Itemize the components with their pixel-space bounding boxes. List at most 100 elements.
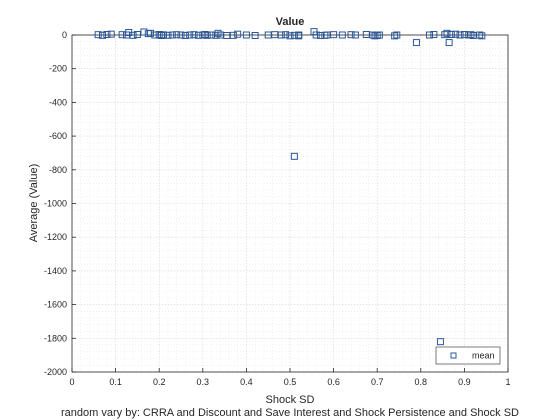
data-point: [430, 30, 438, 38]
data-point: [140, 28, 148, 36]
data-point: [212, 31, 220, 39]
data-point: [436, 338, 444, 346]
data-point: [290, 31, 298, 39]
y-axis: 0 -200 -400 -600 -800 -1000 -1200 -1400 -1600 -18…: [44, 30, 76, 377]
data-point: [203, 31, 211, 39]
data-point: [447, 30, 455, 38]
x-tick-label: 0: [69, 377, 74, 387]
data-point: [347, 31, 355, 39]
data-point: [173, 31, 181, 39]
y-tick-label: -1200: [44, 232, 67, 242]
data-point: [133, 30, 141, 38]
y-tick-label: -1400: [44, 266, 67, 276]
data-point: [467, 31, 475, 39]
data-point: [323, 31, 331, 39]
data-point: [330, 31, 338, 39]
data-point: [312, 31, 320, 39]
y-tick-label: -400: [49, 97, 67, 107]
data-point: [445, 39, 453, 47]
x-axis-label: Shock SD: [266, 394, 315, 406]
data-point: [94, 31, 102, 39]
data-point: [426, 31, 434, 39]
data-point: [251, 32, 259, 40]
data-point: [393, 31, 401, 39]
data-point: [375, 31, 383, 39]
data-point: [229, 31, 237, 39]
data-point: [151, 31, 159, 39]
x-tick-label: 0.7: [371, 377, 384, 387]
data-point: [168, 31, 176, 39]
legend-box: [435, 346, 501, 365]
data-point: [99, 31, 107, 39]
legend-marker: [450, 352, 457, 359]
x-tick-label: 0.6: [327, 377, 340, 387]
data-point: [452, 30, 460, 38]
data-point: [290, 152, 298, 160]
data-point: [242, 31, 250, 39]
data-point: [478, 32, 486, 40]
data-point: [351, 31, 359, 39]
data-point: [460, 30, 468, 38]
legend: mean: [435, 346, 501, 365]
data-point: [286, 32, 294, 40]
data-point: [264, 31, 272, 39]
data-point: [234, 30, 242, 38]
y-tick-label: -1600: [44, 300, 67, 310]
data-point: [214, 29, 222, 37]
data-point: [317, 32, 325, 40]
data-point: [282, 31, 290, 39]
y-tick-label: -1000: [44, 199, 67, 209]
data-point: [118, 31, 126, 39]
data-point: [146, 29, 154, 37]
legend-label-mean: mean: [472, 351, 495, 361]
data-point: [157, 32, 165, 40]
data-point: [107, 30, 115, 38]
data-point: [164, 31, 172, 39]
y-tick-label: -2000: [44, 367, 67, 377]
data-point: [223, 32, 231, 40]
data-point: [369, 31, 377, 39]
data-point: [190, 31, 198, 39]
data-point: [412, 39, 420, 47]
data-point: [338, 31, 346, 39]
data-point: [441, 31, 449, 39]
y-tick-label: -200: [49, 64, 67, 74]
y-axis-label: Average (Value): [28, 164, 40, 242]
data-point: [129, 31, 137, 39]
x-tick-label: 0.8: [415, 377, 428, 387]
y-tick-label: -600: [49, 131, 67, 141]
data-point: [103, 30, 111, 38]
x-tick-label: 0.1: [109, 377, 122, 387]
y-tick-label: -800: [49, 165, 67, 175]
x-tick-label: 0.9: [458, 377, 471, 387]
data-point: [469, 32, 477, 40]
data-point: [271, 31, 279, 39]
data-point: [155, 30, 163, 38]
data-point: [186, 31, 194, 39]
data-point: [443, 29, 451, 37]
data-point: [208, 31, 216, 39]
chart-title: Value: [276, 16, 305, 28]
data-point: [391, 32, 399, 40]
data-point: [177, 31, 185, 39]
data-point: [277, 31, 285, 39]
data-markers: [94, 28, 486, 346]
footer-note: random vary by: CRRA and Discount and Sa…: [61, 407, 519, 419]
data-point: [373, 32, 381, 40]
data-point: [476, 31, 484, 39]
x-tick-label: 0.3: [197, 377, 210, 387]
x-tick-label: 1: [505, 377, 510, 387]
data-point: [362, 30, 370, 38]
data-point: [201, 30, 209, 38]
data-point: [216, 31, 224, 39]
data-point: [456, 31, 464, 39]
x-axis: 0 0.1 0.2 0.3 0.4 0.5 0.6 0.7 0.8 0.9 1: [69, 368, 511, 387]
y-tick-label: 0: [62, 30, 67, 40]
data-point: [295, 31, 303, 39]
x-tick-label: 0.4: [240, 377, 253, 387]
data-point: [199, 31, 207, 39]
y-tick-label: -1800: [44, 333, 67, 343]
data-point: [160, 31, 168, 39]
x-tick-label: 0.5: [284, 377, 297, 387]
